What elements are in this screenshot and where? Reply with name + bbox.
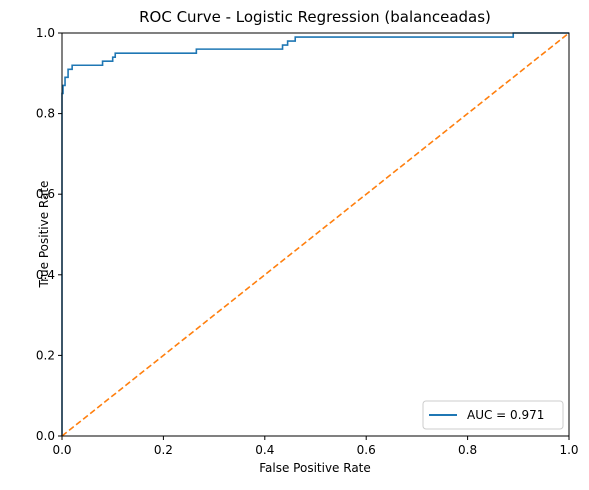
legend: AUC = 0.971	[422, 400, 564, 430]
x-axis-label: False Positive Rate	[259, 461, 371, 475]
y-tick-label: 0.8	[36, 107, 55, 121]
x-axis-ticks: 0.0 0.2 0.4 0.6 0.8 1.0	[52, 436, 579, 457]
y-tick-label: 0.6	[36, 187, 55, 201]
x-tick-label: 0.8	[458, 443, 477, 457]
x-tick-label: 0.2	[154, 443, 173, 457]
y-axis-label: True Positive Rate	[37, 181, 51, 289]
x-tick-label: 0.4	[255, 443, 274, 457]
plot-border	[61, 32, 570, 437]
x-tick-label: 0.0	[52, 443, 71, 457]
plot-frame	[62, 33, 569, 436]
series-layer	[61, 32, 570, 437]
y-tick-label: 0.0	[36, 429, 55, 443]
y-tick-label: 0.2	[36, 348, 55, 362]
y-axis-ticks: 0.0 0.2 0.4 0.6 0.8 1.0	[36, 26, 62, 443]
roc-curve-line	[61, 32, 569, 436]
x-tick-label: 0.6	[357, 443, 376, 457]
legend-box	[422, 400, 564, 430]
plot-area	[61, 32, 570, 437]
y-tick-label: 1.0	[36, 26, 55, 40]
legend-label-auc: AUC = 0.971	[467, 408, 544, 422]
chart-title: ROC Curve - Logistic Regression (balance…	[139, 8, 491, 26]
y-tick-label: 0.4	[36, 268, 55, 282]
x-tick-label: 1.0	[559, 443, 578, 457]
